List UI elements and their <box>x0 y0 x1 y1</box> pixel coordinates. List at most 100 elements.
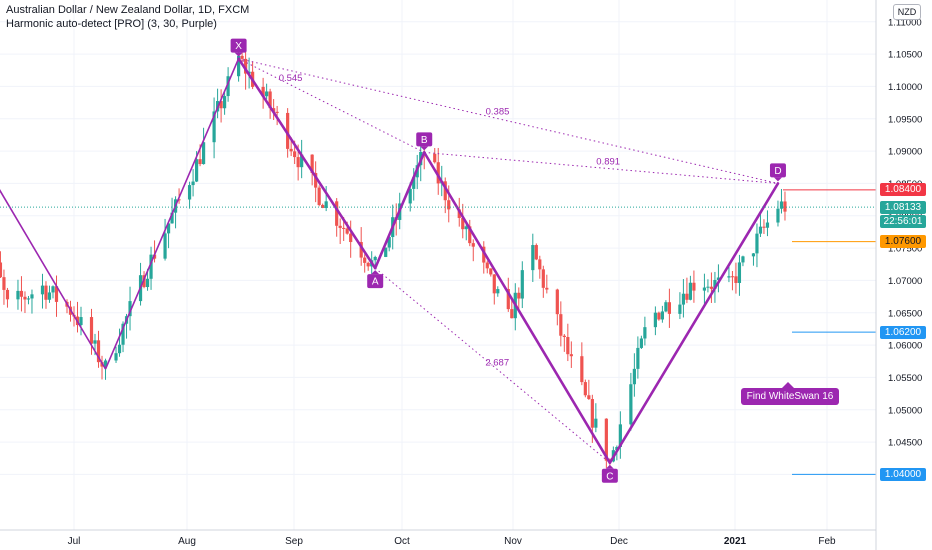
candle-body <box>300 154 304 168</box>
pattern-leg-CD <box>608 182 780 465</box>
y-tick-label: 1.07500 <box>888 244 922 255</box>
price-tag-current: 1.08133 <box>880 200 926 214</box>
x-tick-label: Jul <box>68 536 81 547</box>
pattern-points: X A B C D <box>230 38 786 483</box>
price-tag-entry: 1.07600 <box>880 235 926 249</box>
candle-body <box>121 323 125 345</box>
candle-body <box>464 226 468 230</box>
candle-body <box>240 55 244 59</box>
y-tick-label: 1.10000 <box>888 82 922 93</box>
ratio-label-XD: 0.385 <box>486 107 510 118</box>
candle-body <box>496 289 500 294</box>
candle-body <box>618 424 622 447</box>
candle-body <box>149 254 153 279</box>
candle-body <box>310 154 314 174</box>
candle-body <box>324 201 328 208</box>
candle-body <box>166 223 171 234</box>
candle-body <box>268 91 272 109</box>
candles <box>0 42 787 469</box>
candle-body <box>660 311 664 320</box>
candle-body <box>387 237 391 248</box>
candle-body <box>667 302 671 314</box>
candle-body <box>776 208 780 223</box>
marker-box <box>769 163 786 178</box>
ratio-label-AC: 2.687 <box>485 357 509 368</box>
candle-body <box>517 292 521 299</box>
point-marker-C: C <box>601 464 618 483</box>
candle-body <box>685 293 689 300</box>
candle-body <box>629 384 633 425</box>
marker-pointer <box>605 464 614 469</box>
candle-body <box>223 96 227 109</box>
candle-body <box>755 233 759 254</box>
pattern-leg-XA <box>237 57 377 270</box>
prior-leg <box>104 58 240 370</box>
ratio-label-XB: 0.545 <box>279 73 303 84</box>
marker-label: C <box>606 471 613 482</box>
candle-body <box>639 338 643 348</box>
candle-body <box>531 245 535 271</box>
marker-box <box>416 132 433 147</box>
y-tick-label: 1.06500 <box>888 308 922 319</box>
candle-body <box>237 55 241 77</box>
price-tag-target-1: 1.06200 <box>880 325 926 339</box>
candle-body <box>219 101 223 109</box>
candle-body <box>170 212 174 224</box>
candle-body <box>751 253 756 257</box>
candle-body <box>433 153 437 163</box>
candle-body <box>2 277 6 290</box>
marker-pointer <box>234 52 243 57</box>
candle-body <box>342 227 346 229</box>
candle-body <box>191 181 195 186</box>
candle-body <box>244 58 248 74</box>
candle-body <box>89 317 94 344</box>
candle-body <box>580 356 584 383</box>
candle-body <box>779 201 784 209</box>
y-tick-label: 1.05000 <box>888 405 922 416</box>
marker-box <box>601 468 618 483</box>
y-tick-label: 1.09500 <box>888 114 922 125</box>
x-tick-label: Feb <box>818 536 836 547</box>
candle-body <box>40 285 45 295</box>
currency-badge[interactable]: NZD <box>893 4 921 20</box>
candle-body <box>569 354 573 357</box>
candle-body <box>492 274 496 294</box>
ratio-line-XD <box>238 58 779 184</box>
candle-body <box>566 337 570 355</box>
candle-body <box>716 277 721 280</box>
candle-body <box>741 256 745 263</box>
candle-body <box>688 282 693 300</box>
marker-pointer <box>420 146 429 151</box>
candle-body <box>643 327 647 339</box>
candle-body <box>201 142 206 165</box>
candle-body <box>145 278 150 288</box>
candle-body <box>363 257 367 263</box>
candle-body <box>44 285 48 300</box>
candle-body <box>128 301 132 317</box>
candle-body <box>30 294 34 299</box>
candle-body <box>212 111 216 143</box>
candle-body <box>538 259 542 270</box>
candle-body <box>583 382 587 396</box>
pattern-lines <box>0 57 780 465</box>
candle-body <box>559 314 563 336</box>
candle-body <box>471 243 475 247</box>
candle-body <box>468 226 472 244</box>
candle-body <box>482 246 486 263</box>
candle-body <box>384 247 388 257</box>
ratio-line-AC <box>374 267 611 464</box>
point-marker-A: A <box>367 270 384 289</box>
candle-body <box>265 91 269 97</box>
y-tick-label: 1.10500 <box>888 50 922 61</box>
candle-body <box>0 262 3 278</box>
price-tag-countdown: 22:56:01 <box>880 214 926 228</box>
candle-body <box>19 290 24 297</box>
candle-body <box>636 347 640 369</box>
candle-body <box>163 233 167 259</box>
x-tick-label: 2021 <box>724 536 747 547</box>
candle-body <box>520 270 524 299</box>
candle-body <box>632 368 636 385</box>
candle-body <box>657 312 661 320</box>
